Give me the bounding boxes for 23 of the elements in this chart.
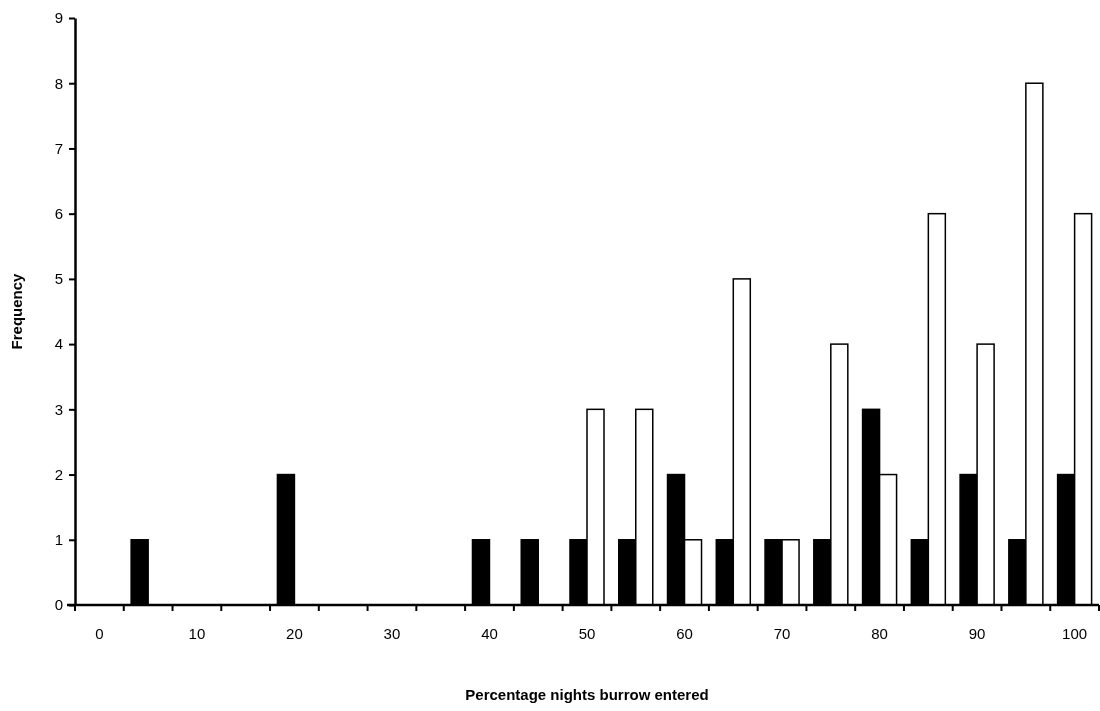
y-tick-label: 2 [54,465,63,483]
y-tick-label: 6 [54,204,63,222]
y-tick-label: 3 [54,400,63,418]
y-tick-label: 7 [54,139,63,157]
x-tick-label: 70 [773,625,791,642]
x-tick-label: 50 [578,625,596,642]
y-tick-label: 8 [54,74,63,92]
x-tick-label: 40 [481,625,498,642]
x-tick-label: 20 [286,625,303,642]
x-axis-title: Percentage nights burrow entered [465,686,709,703]
x-tick-label: 10 [188,625,206,642]
y-tick-label: 0 [54,596,63,614]
x-tick-label: 100 [1062,625,1088,642]
x-tick-label: 80 [871,625,888,642]
y-tick-label: 4 [54,335,63,353]
y-tick-label: 5 [54,270,63,288]
y-axis-title: Frequency [8,272,25,350]
y-tick-label: 9 [54,9,63,27]
y-tick-label: 1 [54,531,63,549]
x-tick-label: 30 [383,625,401,642]
x-tick-label: 90 [968,625,986,642]
x-tick-label: 60 [676,625,693,642]
x-tick-label: 0 [95,625,104,642]
